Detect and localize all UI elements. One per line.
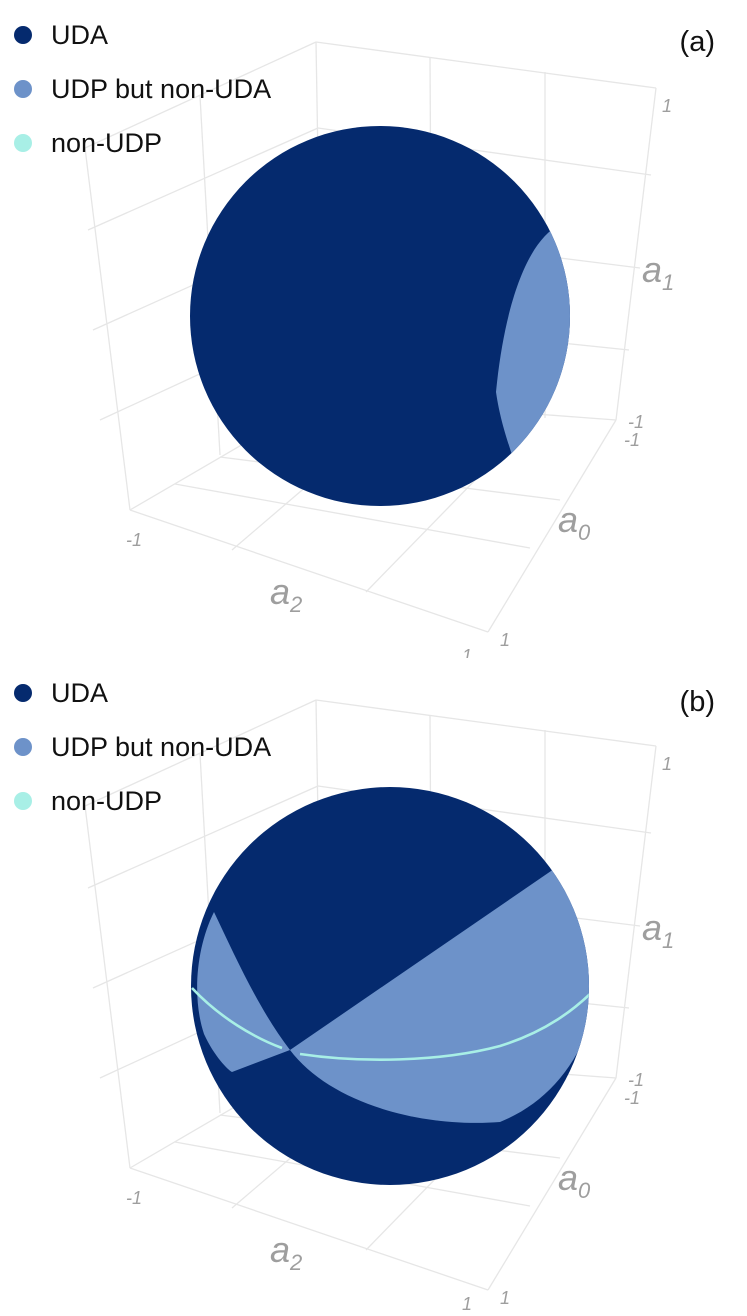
panel-b: 1 -1 -1 1 -1 1 a1 a0 a2 UDA UDP but n (0, 658, 747, 1316)
tick-a2-left: -1 (126, 530, 142, 550)
legend-label: UDP but non-UDA (51, 73, 272, 104)
legend-label: UDA (51, 19, 109, 50)
panel-a: 1 -1 -1 1 -1 1 a1 a0 a2 UDA UD (14, 8, 715, 658)
plot-3d-a: 1 -1 -1 1 -1 1 a1 a0 a2 (84, 41, 674, 658)
legend-marker (14, 738, 32, 756)
tick-a2-right: 1 (462, 646, 472, 658)
tick-a0-near: -1 (624, 430, 640, 450)
legend-marker (14, 684, 32, 702)
legend-marker (14, 26, 32, 44)
legend-item-uda: UDA (14, 666, 271, 720)
legend-item-udp-non-uda: UDP but non-UDA (14, 62, 271, 116)
uda-region (190, 126, 570, 506)
legend-marker (14, 792, 32, 810)
legend-marker (14, 80, 32, 98)
udp-non-uda-region (197, 912, 290, 1072)
tick-a0-far: 1 (500, 1288, 510, 1308)
tick-a2-right: 1 (462, 1294, 472, 1314)
non-udp-curve (191, 985, 589, 1061)
axis-label-a2: a2 (270, 1229, 302, 1275)
unit-sphere (191, 787, 589, 1185)
legend-label: UDP but non-UDA (51, 731, 272, 762)
axis-label-a0: a0 (558, 1157, 591, 1203)
panel-label: (a) (679, 26, 715, 58)
legend-label: UDA (51, 677, 109, 708)
axis-label-a1: a1 (642, 249, 674, 295)
legend-item-non-udp: non-UDP (14, 774, 271, 828)
panel-label: (b) (679, 686, 715, 718)
tick-a1-top: 1 (662, 96, 672, 116)
tick-a1-bottom: -1 (628, 1070, 644, 1090)
unit-sphere (190, 126, 570, 506)
legend-item-uda: UDA (14, 8, 271, 62)
axis-label-a0: a0 (558, 499, 591, 545)
legend: UDA UDP but non-UDA non-UDP (14, 8, 271, 170)
plot-3d-b: 1 -1 -1 1 -1 1 a1 a0 a2 (84, 699, 674, 1314)
legend: UDA UDP but non-UDA non-UDP (14, 666, 271, 828)
axis-label-a1: a1 (642, 907, 674, 953)
tick-a2-left: -1 (126, 1188, 142, 1208)
axis-label-a2: a2 (270, 571, 302, 617)
legend-item-non-udp: non-UDP (14, 116, 271, 170)
udp-non-uda-region (290, 858, 589, 1123)
tick-a1-bottom: -1 (628, 412, 644, 432)
legend-marker (14, 134, 32, 152)
tick-a0-near: -1 (624, 1088, 640, 1108)
legend-label: non-UDP (51, 127, 163, 158)
legend-label: non-UDP (51, 785, 163, 816)
legend-item-udp-non-uda: UDP but non-UDA (14, 720, 271, 774)
tick-a0-far: 1 (500, 630, 510, 650)
tick-a1-top: 1 (662, 754, 672, 774)
